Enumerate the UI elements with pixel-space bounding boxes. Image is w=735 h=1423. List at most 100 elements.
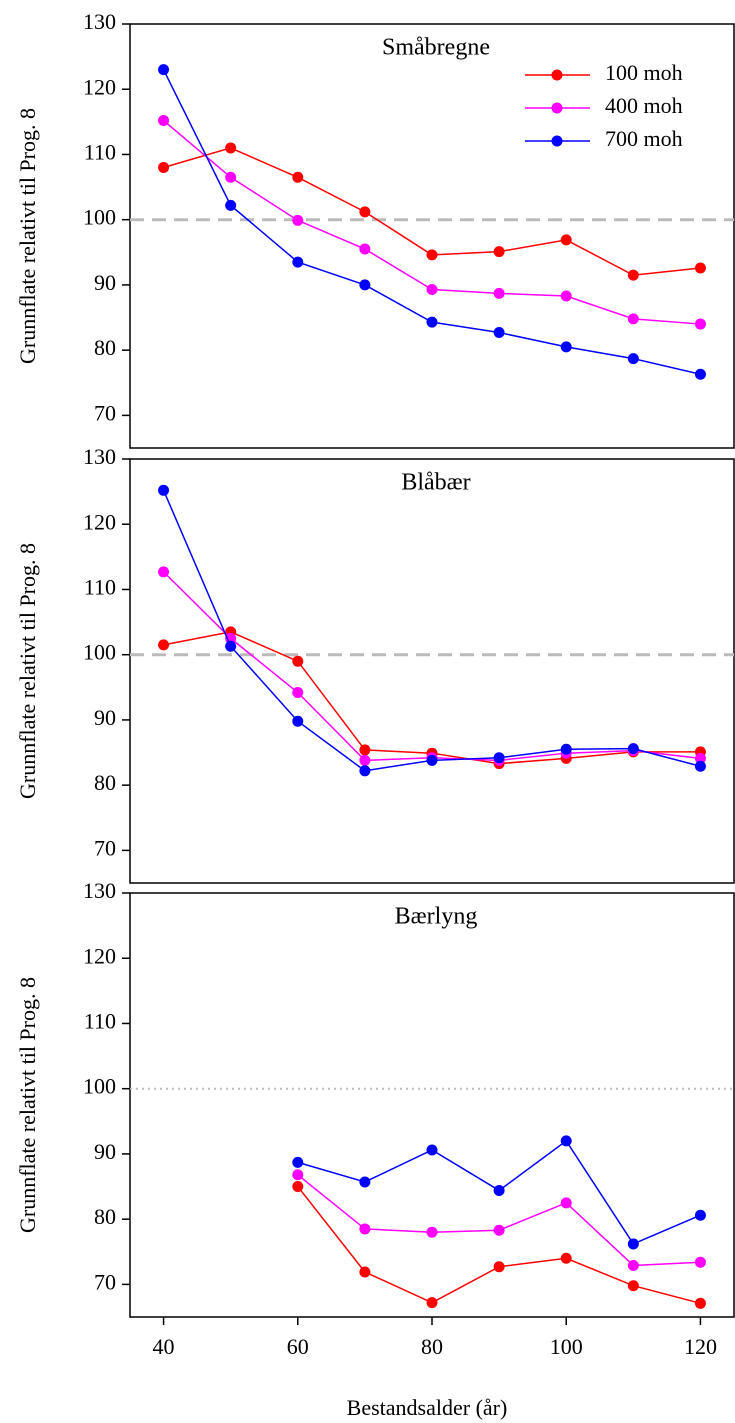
- marker: [225, 142, 237, 154]
- y-tick-label: 110: [84, 575, 116, 600]
- marker: [493, 1261, 505, 1273]
- panel-title: Bærlyng: [395, 904, 478, 930]
- marker: [158, 639, 170, 651]
- x-axis-label: Bestandsalder (år): [347, 1395, 508, 1420]
- marker: [158, 484, 170, 496]
- y-tick-label: 120: [83, 74, 116, 99]
- y-tick-label: 70: [94, 835, 116, 860]
- marker: [426, 1297, 438, 1309]
- y-tick-label: 120: [83, 509, 116, 534]
- marker: [292, 1169, 304, 1181]
- x-tick-label: 100: [550, 1334, 583, 1359]
- series-line: [162, 490, 701, 772]
- marker: [225, 199, 237, 211]
- marker: [560, 341, 572, 353]
- marker: [426, 316, 438, 328]
- marker: [694, 760, 706, 772]
- legend-marker: [551, 135, 563, 147]
- marker: [158, 64, 170, 76]
- y-tick-label: 110: [84, 140, 116, 165]
- marker: [694, 368, 706, 380]
- x-tick-label: 40: [153, 1334, 175, 1359]
- y-tick-label: 110: [84, 1009, 116, 1034]
- marker: [493, 752, 505, 764]
- series-line: [163, 631, 701, 765]
- plot-frame: [129, 458, 735, 884]
- marker: [359, 765, 371, 777]
- marker: [493, 246, 505, 258]
- y-tick-label: 80: [94, 1204, 116, 1229]
- marker: [627, 1259, 639, 1271]
- y-tick-label: 100: [83, 640, 116, 665]
- y-tick-label: 120: [83, 943, 116, 968]
- y-tick-label: 90: [94, 705, 116, 730]
- marker: [426, 249, 438, 261]
- marker: [694, 1256, 706, 1268]
- legend-label: 700 moh: [605, 126, 683, 151]
- legend-label: 400 moh: [605, 93, 683, 118]
- y-tick-label: 90: [94, 270, 116, 295]
- marker: [560, 1197, 572, 1209]
- marker: [292, 1156, 304, 1168]
- y-tick-label: 90: [94, 1139, 116, 1164]
- legend-marker: [551, 69, 563, 81]
- marker: [493, 1224, 505, 1236]
- marker: [493, 1184, 505, 1196]
- marker: [560, 743, 572, 755]
- y-axis-label: Grunnflate relativt til Prog. 8: [15, 543, 40, 799]
- y-tick-label: 130: [83, 444, 116, 469]
- series-line: [297, 1186, 701, 1305]
- marker: [694, 318, 706, 330]
- marker: [426, 754, 438, 766]
- marker: [560, 290, 572, 302]
- marker: [694, 262, 706, 274]
- marker: [292, 655, 304, 667]
- marker: [359, 1176, 371, 1188]
- y-tick-label: 70: [94, 1269, 116, 1294]
- panel-title: Småbregne: [382, 35, 490, 61]
- marker: [292, 171, 304, 183]
- y-axis-label: Grunnflate relativt til Prog. 8: [15, 977, 40, 1233]
- y-tick-label: 130: [83, 878, 116, 903]
- marker: [359, 279, 371, 291]
- plot-frame: [129, 892, 735, 1318]
- marker: [158, 162, 170, 174]
- marker: [560, 1135, 572, 1147]
- marker: [292, 256, 304, 268]
- marker: [158, 566, 170, 578]
- marker: [359, 206, 371, 218]
- marker: [627, 353, 639, 365]
- marker: [359, 1266, 371, 1278]
- marker: [359, 754, 371, 766]
- y-tick-label: 80: [94, 335, 116, 360]
- marker: [426, 283, 438, 295]
- series-line: [163, 571, 701, 762]
- marker: [359, 243, 371, 255]
- y-tick-label: 130: [83, 9, 116, 34]
- marker: [426, 1226, 438, 1238]
- marker: [292, 214, 304, 226]
- marker: [426, 1144, 438, 1156]
- x-tick-label: 60: [287, 1334, 309, 1359]
- y-axis-label: Grunnflate relativt til Prog. 8: [15, 108, 40, 364]
- marker: [493, 327, 505, 339]
- y-tick-label: 100: [83, 205, 116, 230]
- y-tick-label: 70: [94, 400, 116, 425]
- marker: [359, 744, 371, 756]
- marker: [694, 1297, 706, 1309]
- marker: [225, 171, 237, 183]
- marker: [292, 687, 304, 699]
- marker: [694, 752, 706, 764]
- legend-label: 100 moh: [605, 60, 683, 85]
- marker: [359, 1223, 371, 1235]
- marker: [158, 115, 170, 127]
- marker: [560, 1252, 572, 1264]
- marker: [627, 1280, 639, 1292]
- x-tick-label: 80: [421, 1334, 443, 1359]
- y-tick-label: 100: [83, 1074, 116, 1099]
- marker: [627, 1238, 639, 1250]
- marker: [627, 743, 639, 755]
- marker: [694, 1209, 706, 1221]
- marker: [627, 269, 639, 281]
